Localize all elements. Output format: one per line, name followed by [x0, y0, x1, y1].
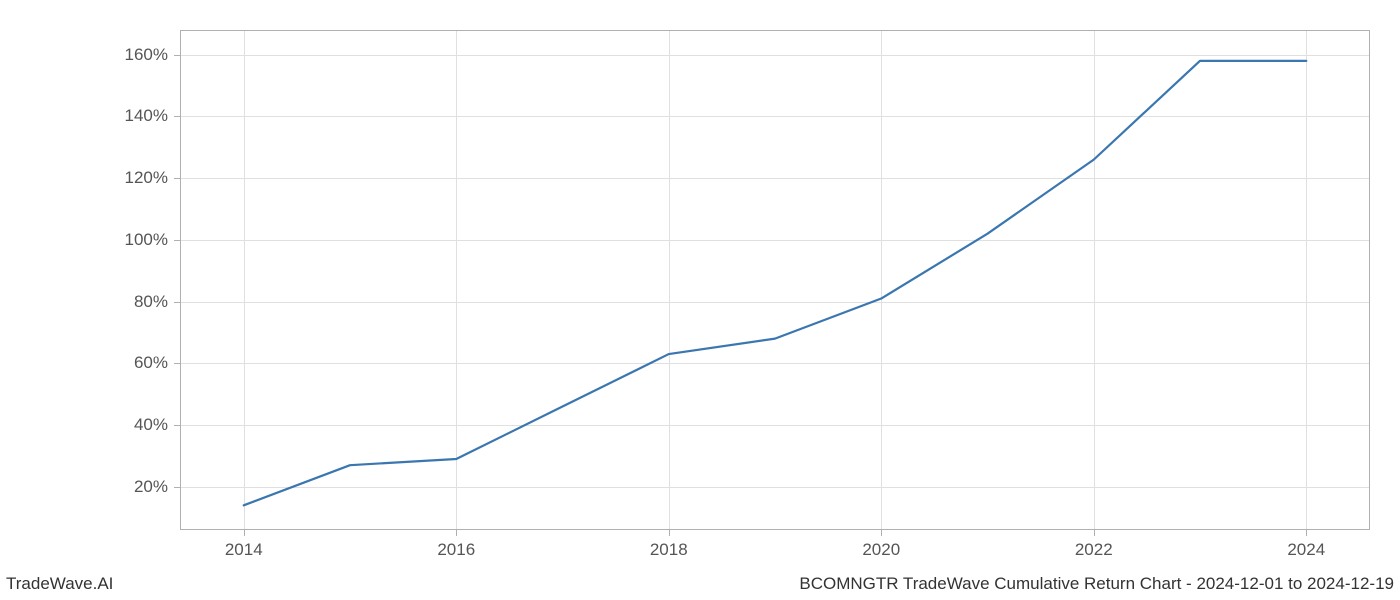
line-series [180, 30, 1370, 530]
x-tick-label: 2016 [437, 540, 475, 560]
x-tick-mark [669, 530, 670, 536]
footer-left-label: TradeWave.AI [6, 574, 113, 594]
y-tick-label: 80% [134, 292, 168, 312]
y-tick-label: 100% [125, 230, 168, 250]
y-tick-label: 160% [125, 45, 168, 65]
y-tick-label: 120% [125, 168, 168, 188]
plot-area: 20142016201820202022202420%40%60%80%100%… [180, 30, 1370, 530]
series-line [244, 61, 1307, 505]
x-tick-mark [881, 530, 882, 536]
x-tick-mark [456, 530, 457, 536]
x-tick-label: 2018 [650, 540, 688, 560]
y-tick-label: 60% [134, 353, 168, 373]
chart-container: 2014 2016 2018 2020 2022 2024 20% 40% 60% 80% 100%… [0, 0, 1400, 600]
x-tick-mark [1306, 530, 1307, 536]
x-tick-label: 2024 [1287, 540, 1325, 560]
y-tick-label: 20% [134, 477, 168, 497]
footer-right-label: BCOMNGTR TradeWave Cumulative Return Cha… [799, 574, 1394, 594]
y-tick-label: 140% [125, 106, 168, 126]
x-tick-label: 2020 [862, 540, 900, 560]
x-tick-mark [1094, 530, 1095, 536]
x-tick-mark [244, 530, 245, 536]
x-tick-label: 2014 [225, 540, 263, 560]
x-tick-label: 2022 [1075, 540, 1113, 560]
y-tick-label: 40% [134, 415, 168, 435]
